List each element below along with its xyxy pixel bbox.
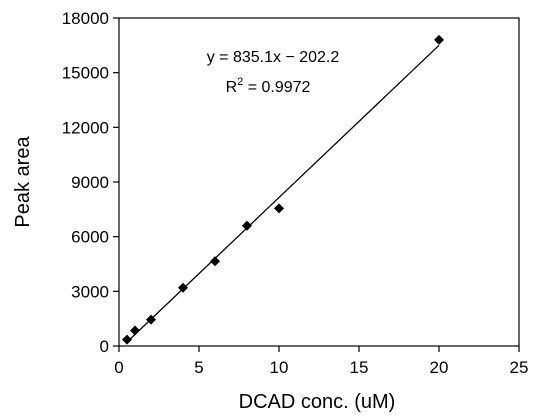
data-point — [178, 282, 188, 293]
data-point — [274, 203, 284, 214]
x-tick-label: 15 — [350, 358, 369, 377]
x-tick-label: 10 — [270, 358, 289, 377]
y-tick-label: 3000 — [71, 282, 109, 301]
x-tick-label: 0 — [114, 358, 123, 377]
y-axis-ticks: 0 3000 6000 9000 12000 15000 18000 — [62, 9, 119, 356]
data-points — [122, 34, 444, 345]
fit-equation-label: y = 835.1x − 202.2 — [207, 49, 340, 66]
y-tick-label: 6000 — [71, 228, 109, 247]
fit-line-group — [126, 44, 440, 343]
data-point — [130, 325, 140, 336]
fit-line — [126, 44, 440, 343]
r-squared-prefix: R — [226, 79, 238, 96]
y-axis-label: Peak area — [12, 136, 34, 228]
x-tick-label: 5 — [194, 358, 203, 377]
x-axis-ticks: 0 5 10 15 20 25 — [114, 346, 528, 377]
plot-frame — [118, 17, 520, 347]
x-tick-label: 20 — [430, 358, 449, 377]
data-point — [242, 220, 252, 231]
x-tick-label: 25 — [510, 358, 529, 377]
data-point — [122, 334, 132, 345]
data-point — [210, 256, 220, 267]
r-squared-superscript: 2 — [237, 76, 243, 88]
y-tick-label: 12000 — [62, 118, 109, 137]
data-point — [434, 34, 444, 45]
r-squared-label: R2 = 0.9972 — [226, 76, 311, 96]
plot-area — [118, 17, 520, 347]
y-tick-label: 15000 — [62, 64, 109, 83]
y-tick-label: 18000 — [62, 9, 109, 28]
data-point — [146, 314, 156, 325]
x-axis-label: DCAD conc. (uM) — [239, 391, 396, 413]
y-tick-label: 0 — [100, 337, 109, 356]
r-squared-value: = 0.9972 — [243, 79, 310, 96]
y-tick-label: 9000 — [71, 173, 109, 192]
